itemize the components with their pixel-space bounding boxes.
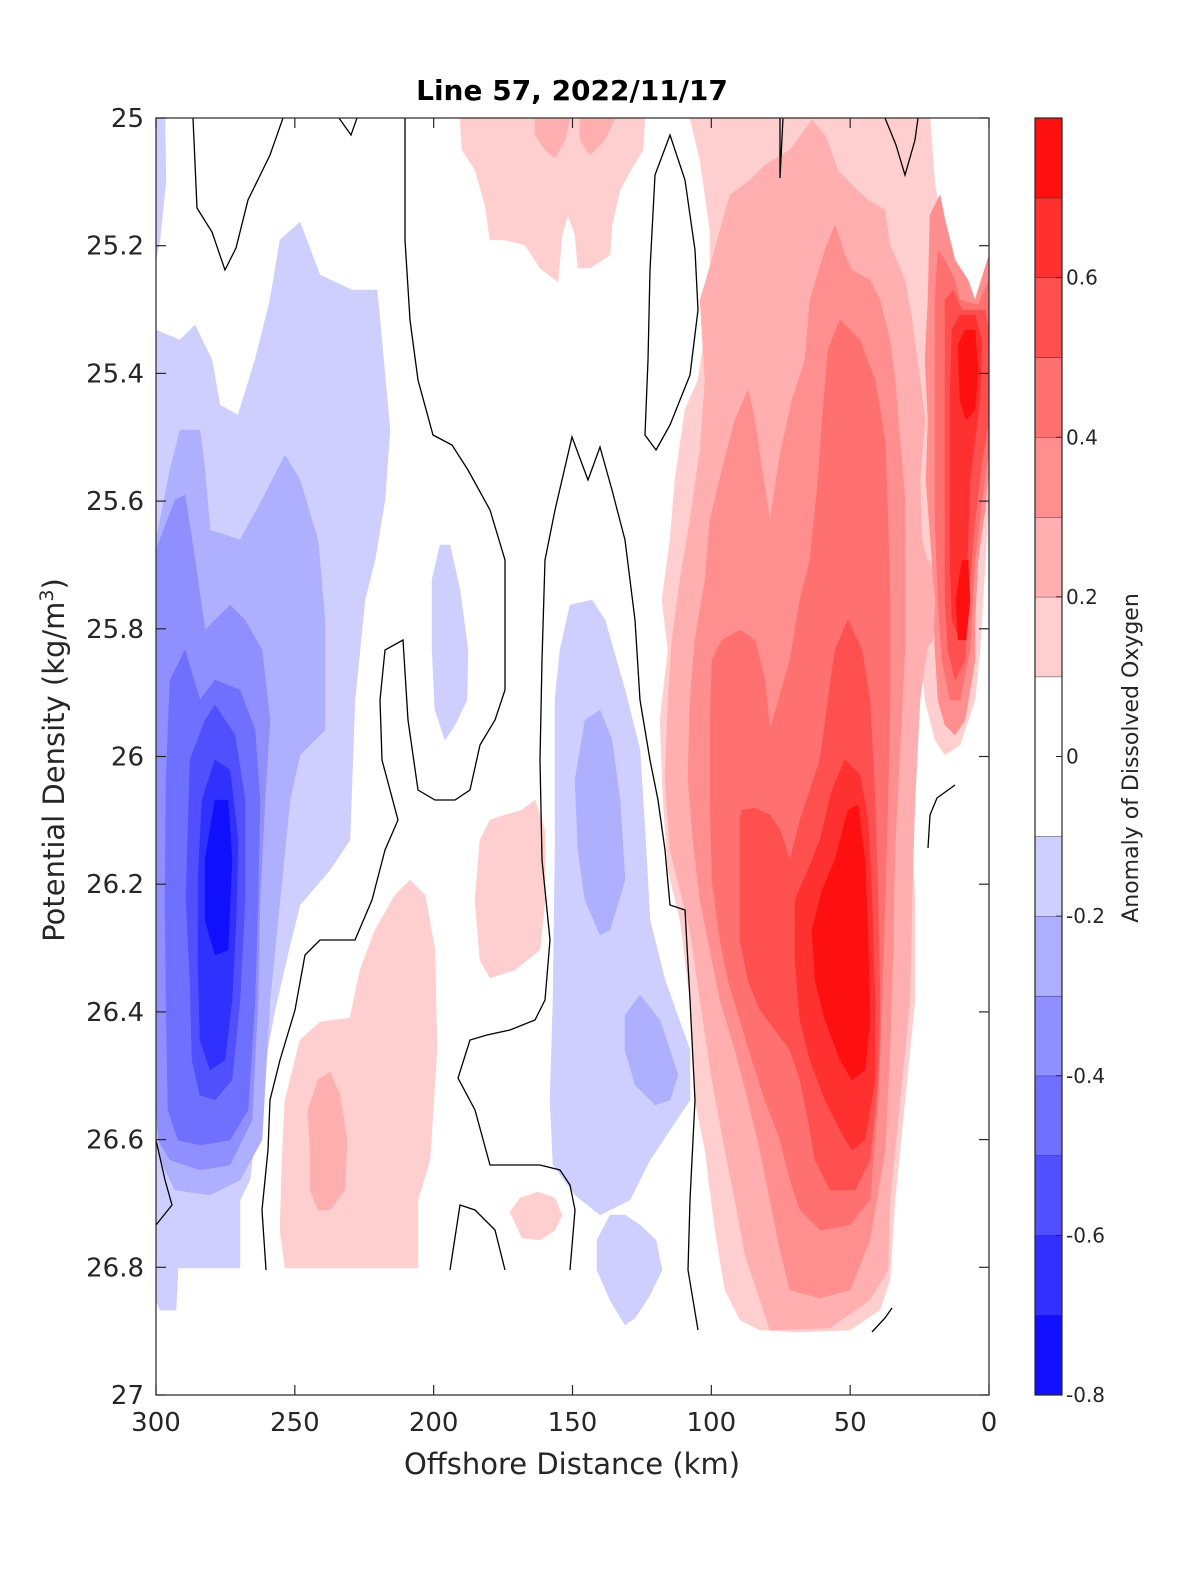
- contour-region: [307, 1071, 348, 1211]
- x-tick-label: 200: [409, 1408, 459, 1438]
- zero-contour: [192, 118, 284, 272]
- colorbar-segment: [1035, 1235, 1062, 1316]
- colorbar-segment: [1035, 357, 1062, 438]
- colorbar-segment: [1035, 596, 1062, 677]
- y-axis-title: Potential Density (kg/m3): [36, 578, 71, 942]
- colorbar-tick-label: 0: [1066, 745, 1079, 769]
- y-tick-label: 25: [111, 104, 144, 134]
- y-axis-title-superscript: 3: [36, 589, 58, 601]
- colorbar-tick-label: -0.6: [1066, 1223, 1105, 1247]
- zero-contour: [449, 1204, 506, 1271]
- colorbar-segment: [1035, 1315, 1062, 1395]
- y-tick-label: 25.2: [86, 232, 144, 262]
- colorbar-segment: [1035, 437, 1062, 518]
- y-tick-label: 26.4: [86, 998, 144, 1028]
- zero-contour: [884, 118, 919, 178]
- x-tick-label: 300: [131, 1408, 181, 1438]
- colorbar-segment: [1035, 836, 1062, 917]
- colorbar-title: Anomaly of Dissolved Oxygen: [1119, 593, 1144, 923]
- contour-region: [811, 804, 871, 1081]
- colorbar-tick-label: 0.6: [1066, 266, 1098, 290]
- contour-region: [624, 994, 679, 1106]
- colorbar-segment: [1035, 1075, 1062, 1156]
- contour-region: [156, 118, 167, 261]
- x-axis-title: Offshore Distance (km): [404, 1447, 740, 1481]
- contour-region: [509, 1191, 563, 1241]
- contour-region: [921, 559, 936, 651]
- colorbar-segment: [1035, 916, 1062, 996]
- contour-region: [431, 544, 469, 741]
- colorbar-segment: [1035, 995, 1062, 1076]
- colorbar: 0.6 0.4 0.2 0 -0.2 -0.4 -0.6 -0.8: [1034, 117, 1105, 1407]
- y-axis-title-main: Potential Density (kg/m: [37, 602, 71, 942]
- y-tick-label: 25.4: [86, 359, 144, 389]
- contour-region: [579, 118, 616, 156]
- contour-region: [955, 559, 971, 641]
- contour-region: [459, 118, 646, 283]
- x-tick-label: 0: [981, 1408, 998, 1438]
- contour-fills: [156, 118, 989, 1333]
- contour-region: [156, 1267, 179, 1311]
- colorbar-segment: [1035, 118, 1062, 198]
- zero-contour: [779, 118, 784, 179]
- colorbar-tick-label: -0.2: [1066, 904, 1105, 928]
- zero-contour: [457, 434, 699, 1331]
- x-axis: 300 250 200 150 100 50 0: [131, 118, 997, 1438]
- contour-region: [534, 118, 571, 159]
- contour-region: [474, 799, 546, 979]
- contour-region: [761, 1071, 783, 1085]
- y-axis-title-close: ): [37, 578, 71, 589]
- y-tick-label: 27: [111, 1381, 144, 1411]
- colorbar-tick-label: -0.8: [1066, 1383, 1105, 1407]
- contour-region: [596, 1214, 663, 1326]
- colorbar-segment: [1035, 517, 1062, 597]
- contour-region: [204, 799, 233, 956]
- y-tick-label: 25.8: [86, 615, 144, 645]
- x-tick-label: 50: [834, 1408, 867, 1438]
- zero-contour: [338, 118, 358, 137]
- y-tick-label: 26.2: [86, 870, 144, 900]
- chart-title: Line 57, 2022/11/17: [416, 74, 728, 107]
- y-tick-label: 25.6: [86, 487, 144, 517]
- colorbar-segment: [1035, 277, 1062, 358]
- colorbar-tick-label: -0.4: [1066, 1064, 1105, 1088]
- zero-contour-lines: [156, 118, 956, 1333]
- contour-region: [957, 329, 979, 421]
- y-axis: 25 25.2 25.4 25.6 25.8 26 26.2 26.4 26.6 26.8 27: [86, 104, 989, 1411]
- colorbar-tick-label: 0.4: [1066, 425, 1098, 449]
- x-tick-label: 100: [687, 1408, 737, 1438]
- zero-contour: [644, 133, 699, 452]
- zero-contour: [261, 118, 506, 1271]
- zero-contour: [156, 1139, 173, 1226]
- x-tick-label: 150: [548, 1408, 598, 1438]
- zero-contour: [927, 784, 956, 849]
- y-tick-label: 26.8: [86, 1253, 144, 1283]
- y-tick-label: 26: [111, 743, 144, 773]
- y-tick-label: 26.6: [86, 1126, 144, 1156]
- x-tick-label: 250: [270, 1408, 320, 1438]
- colorbar-segment: [1035, 1155, 1062, 1236]
- contour-region: [574, 709, 626, 936]
- zero-contour: [871, 1307, 893, 1333]
- colorbar-segment: [1035, 197, 1062, 278]
- colorbar-tick-label: 0.2: [1066, 585, 1098, 609]
